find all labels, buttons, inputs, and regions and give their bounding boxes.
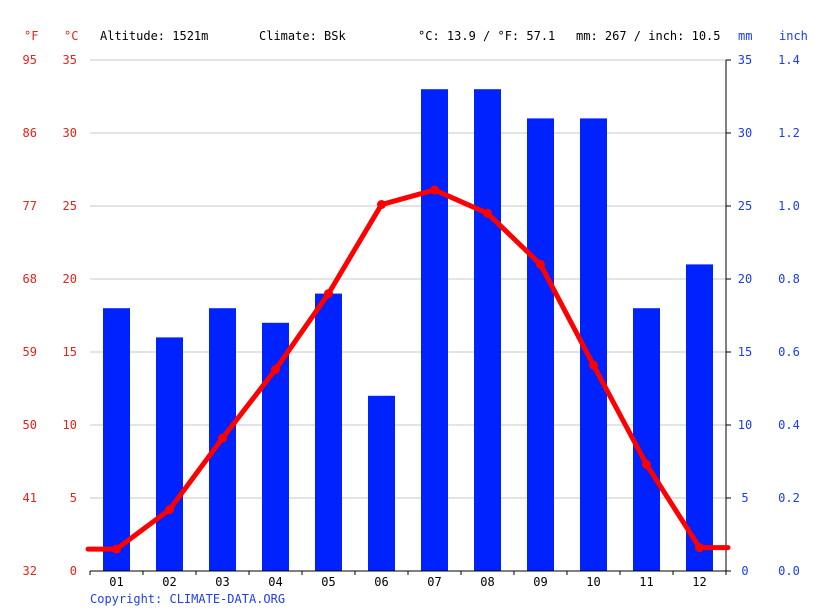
temperature-point: [112, 544, 121, 554]
temperature-point: [271, 365, 280, 375]
month-tick-label: 10: [586, 575, 600, 589]
precipitation-bar: [474, 89, 501, 571]
temperature-point: [695, 543, 704, 553]
precipitation-bar: [633, 308, 660, 571]
precipitation-bar: [527, 118, 554, 572]
month-tick-label: 03: [215, 575, 229, 589]
celsius-tick-label: 30: [63, 126, 77, 140]
copyright-link[interactable]: Copyright: CLIMATE-DATA.ORG: [90, 592, 286, 606]
inch-tick-label: 0.8: [778, 272, 800, 286]
temperature-point: [642, 459, 651, 469]
precipitation-bar: [262, 322, 289, 571]
mm-tick-label: 0: [741, 564, 748, 578]
temperature-point: [589, 360, 598, 370]
mm-tick-label: 35: [738, 53, 752, 67]
temperature-point: [483, 208, 492, 218]
precipitation-bar: [368, 395, 395, 571]
month-tick-label: 01: [109, 575, 123, 589]
month-tick-label: 07: [427, 575, 441, 589]
month-tick-label: 08: [480, 575, 494, 589]
celsius-tick-label: 25: [63, 199, 77, 213]
precipitation-bar: [686, 264, 713, 571]
fahrenheit-tick-label: 68: [23, 272, 37, 286]
inch-tick-label: 1.2: [778, 126, 800, 140]
inch-tick-label: 0.4: [778, 418, 800, 432]
mm-tick-label: 5: [741, 491, 748, 505]
inch-tick-label: 1.0: [778, 199, 800, 213]
temperature-point: [377, 200, 386, 210]
celsius-unit-label: °C: [64, 29, 79, 43]
fahrenheit-tick-label: 86: [23, 126, 37, 140]
temperature-point: [536, 259, 545, 269]
month-tick-label: 12: [692, 575, 706, 589]
precipitation-bar: [315, 293, 342, 571]
fahrenheit-unit-label: °F: [24, 29, 39, 43]
average-temperature-text: °C: 13.9 / °F: 57.1: [418, 29, 556, 43]
precipitation-bar: [421, 89, 448, 571]
altitude-text: Altitude: 1521m: [100, 29, 209, 43]
month-tick-label: 06: [374, 575, 388, 589]
temperature-point: [430, 185, 439, 195]
inch-tick-label: 0.2: [778, 491, 800, 505]
month-tick-label: 02: [162, 575, 176, 589]
fahrenheit-tick-label: 95: [23, 53, 37, 67]
temperature-point: [218, 433, 227, 443]
celsius-tick-label: 0: [70, 564, 77, 578]
celsius-tick-label: 20: [63, 272, 77, 286]
fahrenheit-tick-label: 41: [23, 491, 37, 505]
precipitation-bar: [156, 337, 183, 571]
temperature-point: [324, 289, 333, 299]
precipitation-bar: [103, 308, 130, 571]
mm-tick-label: 15: [738, 345, 752, 359]
celsius-tick-label: 35: [63, 53, 77, 67]
inch-tick-label: 1.4: [778, 53, 800, 67]
celsius-tick-label: 10: [63, 418, 77, 432]
inch-tick-label: 0.6: [778, 345, 800, 359]
fahrenheit-tick-label: 59: [23, 345, 37, 359]
temperature-line: [85, 187, 731, 552]
mm-tick-label: 10: [738, 418, 752, 432]
celsius-tick-label: 5: [70, 491, 77, 505]
mm-unit-label: mm: [738, 29, 753, 43]
month-tick-label: 11: [639, 575, 653, 589]
mm-tick-label: 25: [738, 199, 752, 213]
temperature-point: [165, 505, 174, 515]
celsius-tick-label: 15: [63, 345, 77, 359]
mm-tick-label: 20: [738, 272, 752, 286]
mm-tick-label: 30: [738, 126, 752, 140]
climate-text: Climate: BSk: [259, 29, 346, 43]
precipitation-total-text: mm: 267 / inch: 10.5: [576, 29, 721, 43]
inch-unit-label: inch: [779, 29, 808, 43]
inch-tick-label: 0.0: [778, 564, 800, 578]
fahrenheit-tick-label: 77: [23, 199, 37, 213]
month-tick-label: 09: [533, 575, 547, 589]
month-tick-label: 05: [321, 575, 335, 589]
fahrenheit-tick-label: 32: [23, 564, 37, 578]
month-tick-label: 04: [268, 575, 282, 589]
fahrenheit-tick-label: 50: [23, 418, 37, 432]
